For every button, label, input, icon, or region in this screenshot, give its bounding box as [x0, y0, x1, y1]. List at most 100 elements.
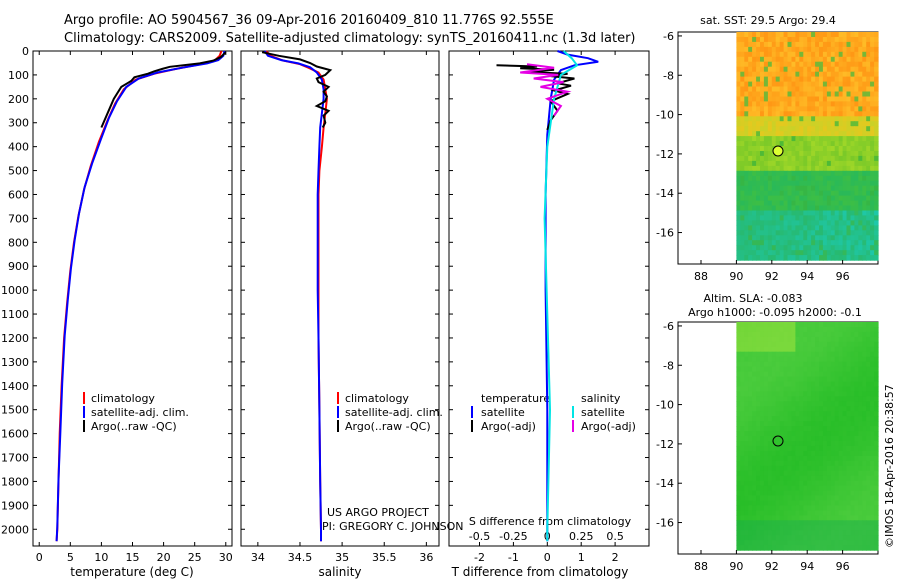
map-cell — [850, 455, 855, 462]
map-cell — [834, 37, 840, 43]
map-cell — [791, 121, 796, 127]
map-cell — [763, 51, 769, 58]
map-cell — [838, 480, 844, 487]
map-cell — [842, 190, 848, 197]
map-cell — [858, 180, 863, 187]
map-cell — [854, 371, 859, 378]
s-diff-label: S difference from climatology — [469, 515, 632, 528]
map-cell — [854, 535, 859, 541]
map-cell — [767, 455, 773, 462]
map-cell — [803, 71, 808, 78]
map-cell — [736, 520, 741, 526]
map-cell — [866, 230, 871, 236]
map-cell — [822, 37, 828, 43]
map-cell — [866, 450, 871, 457]
map-cell — [756, 190, 761, 197]
map-cell — [834, 195, 840, 202]
map-cell — [791, 436, 796, 442]
map-cell — [834, 180, 840, 187]
map-cell — [842, 185, 848, 192]
map-cell — [791, 545, 796, 551]
map-cell — [791, 146, 796, 152]
map-cell — [874, 106, 879, 112]
map-cell — [760, 136, 765, 142]
map-cell — [799, 416, 804, 422]
map-cell — [815, 336, 820, 343]
map-y-tick-label: -12 — [656, 148, 674, 161]
map-cell — [822, 230, 828, 236]
map-cell — [783, 146, 789, 152]
map-cell — [811, 101, 816, 107]
map-cell — [756, 185, 761, 192]
map-cell — [771, 431, 777, 437]
temperature-panel: temperature (deg C) climatology satellit… — [1, 45, 233, 579]
map-cell — [870, 240, 875, 246]
map-cell — [846, 51, 851, 58]
map-cell — [771, 346, 777, 353]
map-cell — [854, 146, 859, 152]
map-cell — [748, 391, 753, 397]
map-cell — [744, 96, 749, 103]
map-cell — [767, 485, 773, 492]
map-cell — [803, 361, 808, 368]
map-cell — [874, 371, 879, 378]
map-cell — [795, 510, 800, 516]
map-cell — [795, 86, 800, 93]
map-cell — [838, 170, 844, 177]
map-cell — [744, 520, 749, 526]
map-cell — [807, 155, 812, 162]
map-cell — [783, 165, 789, 172]
map-cell — [752, 195, 757, 202]
map-cell — [834, 200, 840, 207]
map-cell — [779, 131, 785, 137]
map-cell — [752, 416, 757, 422]
map-cell — [858, 327, 863, 333]
map-cell — [858, 371, 863, 378]
map-cell — [862, 421, 867, 427]
map-cell — [803, 51, 808, 58]
map-cell — [854, 56, 859, 63]
map-cell — [767, 421, 773, 427]
map-cell — [866, 175, 871, 182]
map-cell — [842, 81, 848, 88]
map-cell — [819, 331, 824, 338]
map-cell — [866, 32, 871, 38]
map-cell — [752, 346, 757, 353]
map-cell — [795, 327, 800, 333]
map-cell — [854, 450, 859, 457]
map-cell — [811, 510, 816, 516]
map-cell — [819, 495, 824, 502]
map-cell — [795, 376, 800, 383]
map-cell — [842, 200, 848, 207]
map-cell — [779, 51, 785, 58]
map-cell — [838, 235, 844, 241]
map-cell — [740, 220, 745, 226]
map-cell — [826, 61, 832, 68]
map-cell — [740, 431, 745, 437]
map-cell — [815, 46, 820, 53]
map-cell — [850, 126, 855, 132]
map-cell — [736, 322, 741, 328]
map-cell — [771, 520, 777, 526]
map-cell — [779, 121, 785, 127]
map-cell — [740, 170, 745, 177]
y-tick-label: 1900 — [1, 499, 29, 512]
map-cell — [779, 200, 785, 207]
y-tick-label: 1400 — [1, 380, 29, 393]
map-cell — [783, 81, 789, 88]
map-cell — [795, 416, 800, 422]
map-cell — [760, 465, 765, 472]
map-cell — [866, 540, 871, 546]
map-cell — [783, 56, 789, 63]
map-cell — [756, 386, 761, 393]
map-cell — [799, 351, 804, 358]
map-cell — [748, 170, 753, 177]
map-cell — [799, 106, 804, 112]
map-cell — [822, 106, 828, 112]
map-cell — [767, 37, 773, 43]
map-cell — [795, 96, 800, 103]
y-tick-label: 1800 — [1, 475, 29, 488]
map-cell — [783, 475, 789, 482]
map-cell — [850, 500, 855, 507]
map-cell — [807, 101, 812, 107]
